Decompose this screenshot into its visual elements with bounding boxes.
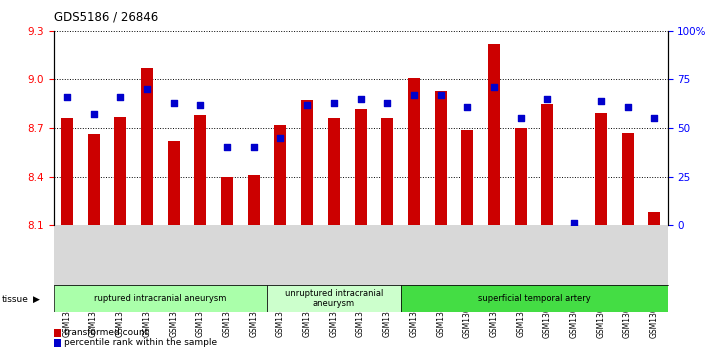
Bar <box>541 104 553 225</box>
Bar <box>274 125 286 225</box>
Point <box>595 98 607 104</box>
Bar <box>435 91 447 225</box>
Bar <box>168 141 180 225</box>
Bar <box>488 44 500 225</box>
Point <box>88 111 99 117</box>
Text: superficial temporal artery: superficial temporal artery <box>478 294 590 303</box>
Bar <box>221 176 233 225</box>
Bar <box>141 68 153 225</box>
Point <box>462 104 473 110</box>
Bar <box>54 285 267 312</box>
Bar <box>461 130 473 225</box>
Point <box>542 96 553 102</box>
Point <box>61 94 73 100</box>
Text: percentile rank within the sample: percentile rank within the sample <box>64 338 217 347</box>
Point <box>275 135 286 140</box>
Point <box>195 102 206 107</box>
Bar <box>401 285 668 312</box>
Text: tissue: tissue <box>1 295 29 304</box>
Point <box>515 115 526 121</box>
Point <box>648 115 660 121</box>
Point <box>114 94 126 100</box>
Point <box>168 100 179 106</box>
Bar <box>267 285 401 312</box>
Bar <box>328 118 340 225</box>
Bar <box>301 101 313 225</box>
Text: unruptured intracranial
aneurysm: unruptured intracranial aneurysm <box>285 289 383 308</box>
Bar <box>194 115 206 225</box>
Text: ruptured intracranial aneurysm: ruptured intracranial aneurysm <box>94 294 226 303</box>
Bar <box>248 175 260 225</box>
Point <box>488 84 500 90</box>
Point <box>622 104 633 110</box>
Bar <box>648 212 660 225</box>
Point <box>355 96 366 102</box>
Bar <box>61 118 73 225</box>
Bar <box>621 133 633 225</box>
Point <box>381 100 393 106</box>
Point <box>141 86 153 92</box>
Bar <box>114 117 126 225</box>
Text: GDS5186 / 26846: GDS5186 / 26846 <box>54 11 158 24</box>
Point <box>248 144 259 150</box>
Point <box>408 92 420 98</box>
Bar <box>595 113 607 225</box>
Bar <box>408 78 420 225</box>
Text: transformed count: transformed count <box>64 328 149 337</box>
Point <box>221 144 233 150</box>
Bar <box>355 109 366 225</box>
Bar <box>515 128 527 225</box>
Point <box>301 102 313 107</box>
Bar <box>88 134 100 225</box>
Text: ▶: ▶ <box>33 295 40 304</box>
Bar <box>381 118 393 225</box>
Point <box>435 92 446 98</box>
Point <box>328 100 340 106</box>
Point <box>568 220 580 226</box>
